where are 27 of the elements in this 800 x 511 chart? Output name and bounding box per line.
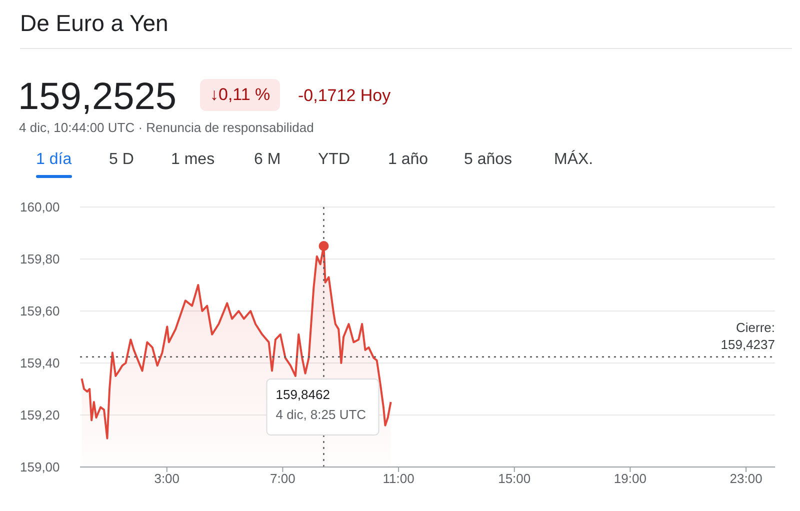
y-tick-label: 159,00 [20, 460, 60, 475]
text: 5 años [464, 151, 512, 169]
ref-line-label: Cierre: 159,4237 [720, 320, 775, 352]
y-tick-label: 159,60 [20, 304, 60, 319]
text: 1 mes [171, 151, 215, 169]
text: ↓0,11 % [200, 79, 280, 111]
x-tick-label: 23:00 [730, 471, 762, 486]
x-tick-label: 11:00 [382, 471, 414, 486]
text: YTD [318, 151, 350, 169]
chart-subtitle: 159,2525 [18, 76, 176, 119]
text: 1 año [388, 151, 428, 169]
text: -0,1712 Hoy [298, 86, 391, 106]
text: 4 dic, 10:44:00 UTC · Renuncia de responsabilidad [19, 120, 314, 135]
text: 5 D [109, 151, 134, 169]
x-tick-label: 15:00 [498, 471, 531, 486]
x-tick-label: 3:00 [154, 471, 180, 486]
chart-title: De Euro a Yen [20, 10, 168, 37]
text: MÁX. [554, 151, 594, 169]
y-tick-label: 160,00 [20, 200, 60, 215]
x-tick-label: 7:00 [270, 471, 296, 486]
y-tick-label: 159,80 [20, 252, 60, 267]
y-tick-label: 159,20 [20, 408, 60, 423]
text: 1 día [36, 151, 72, 169]
x-tick-label: 19:00 [614, 471, 646, 486]
text: 6 M [254, 151, 281, 169]
annotation: 159,8462 4 dic, 8:25 UTC [276, 387, 366, 422]
y-tick-label: 159,40 [20, 356, 60, 371]
